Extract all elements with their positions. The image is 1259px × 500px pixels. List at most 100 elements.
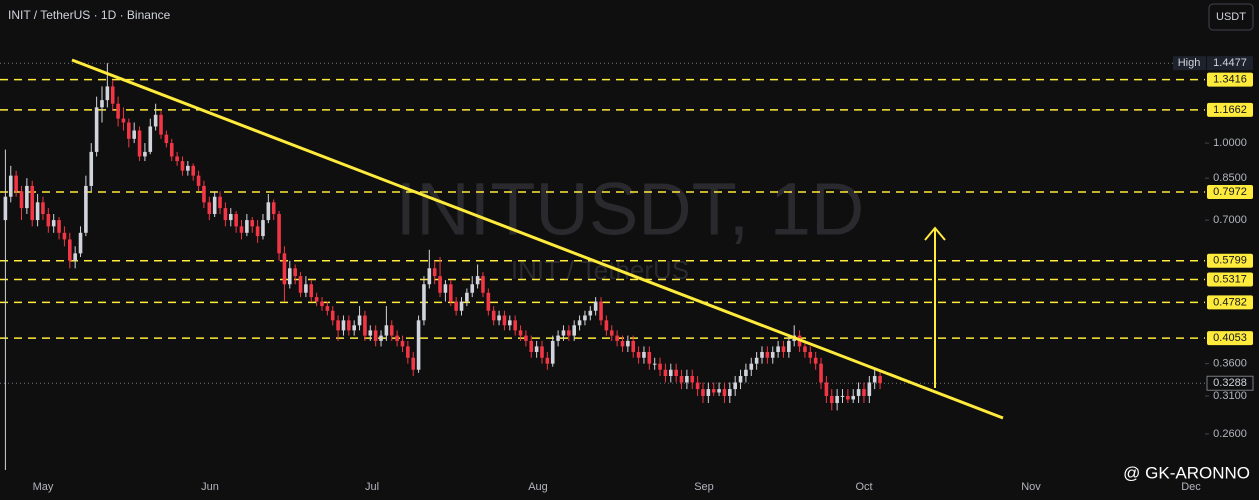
candle-body xyxy=(470,284,475,293)
candle-body xyxy=(110,86,115,104)
candle-body xyxy=(62,232,67,240)
candle-body xyxy=(261,220,265,237)
candle-body xyxy=(427,268,432,285)
candle-body xyxy=(813,357,818,364)
candle-body xyxy=(73,253,77,261)
candle-body xyxy=(309,284,314,298)
candle-body xyxy=(164,134,169,144)
candle-body xyxy=(620,340,625,347)
candle-body xyxy=(550,340,555,364)
candle-body xyxy=(862,389,866,396)
last-tag xyxy=(1206,375,1254,391)
currency-button[interactable] xyxy=(1208,3,1254,31)
candle-body xyxy=(615,335,619,341)
candle-body xyxy=(846,395,850,400)
candle-body xyxy=(14,175,18,192)
candle-body xyxy=(465,292,469,302)
candle-body xyxy=(685,376,689,383)
candle-body xyxy=(438,276,442,293)
candle-body xyxy=(733,382,737,390)
candle-body xyxy=(760,351,764,358)
candle-body xyxy=(459,301,464,311)
currency-label[interactable]: USDT xyxy=(1216,11,1246,23)
candle-body xyxy=(851,395,856,400)
trendline xyxy=(71,58,1004,420)
candle-body xyxy=(829,395,834,404)
candle-body xyxy=(744,369,748,377)
candle-body xyxy=(363,315,367,336)
candle-body xyxy=(277,214,281,254)
candle-body xyxy=(668,369,673,377)
candle-body xyxy=(191,165,196,176)
high-value: 1.4477 xyxy=(1213,57,1247,69)
candle-body xyxy=(529,340,534,352)
candle-body xyxy=(663,369,668,377)
candle-body xyxy=(491,310,496,321)
candle-body xyxy=(282,253,287,285)
candle-body xyxy=(513,320,517,331)
candle-body xyxy=(872,376,877,383)
level-label: 0.5317 xyxy=(1213,273,1247,285)
candle-body xyxy=(314,297,319,302)
candle-body xyxy=(577,320,582,326)
level-label: 1.1662 xyxy=(1213,104,1247,116)
candle-body xyxy=(454,301,458,311)
x-tick-label: Aug xyxy=(528,481,548,493)
candle-body xyxy=(695,382,700,390)
candle-body xyxy=(46,214,51,227)
candle-body xyxy=(867,382,872,396)
candle-body xyxy=(572,325,576,336)
x-tick-label: Jul xyxy=(365,481,379,493)
candle-body xyxy=(25,185,29,209)
candle-body xyxy=(347,320,351,331)
candle-body xyxy=(749,363,754,370)
y-tick-label: 0.3600 xyxy=(1213,358,1247,370)
candle-body xyxy=(395,335,399,341)
candle-body xyxy=(186,165,190,171)
y-tick-label: 0.8500 xyxy=(1213,172,1247,184)
candle-body xyxy=(105,86,110,101)
target-arrow xyxy=(924,226,946,388)
watermark: INITUSDT, 1D xyxy=(396,168,865,251)
candle-body xyxy=(819,363,823,383)
candle-body xyxy=(475,276,480,285)
candle-body xyxy=(647,351,652,364)
candle-body xyxy=(330,310,335,321)
high-tag-bg xyxy=(1173,56,1206,71)
candle-body xyxy=(706,389,711,396)
candle-body xyxy=(481,276,485,293)
candle-body xyxy=(835,395,839,404)
x-tick-label: Oct xyxy=(855,481,872,493)
candle-body xyxy=(840,395,845,397)
candle-body xyxy=(336,320,340,331)
watermark-sub: INIT / TetherUS xyxy=(511,255,689,285)
candle-body xyxy=(567,330,571,336)
candle-body xyxy=(524,335,528,341)
level-tag xyxy=(1207,331,1253,346)
candle-body xyxy=(207,202,212,215)
candle-body xyxy=(304,284,308,293)
candle-body xyxy=(159,114,163,135)
candle-body xyxy=(169,143,174,157)
candle-body xyxy=(448,284,453,302)
candle-body xyxy=(352,325,356,331)
candle-body xyxy=(357,315,362,326)
last-label: 0.3288 xyxy=(1213,377,1247,389)
candle-body xyxy=(57,220,61,233)
x-tick-label: May xyxy=(33,481,54,493)
candle-body xyxy=(588,310,593,316)
candle-body xyxy=(631,340,636,352)
candle-body xyxy=(67,239,72,261)
candle-body xyxy=(137,130,142,157)
candle-body xyxy=(781,346,786,352)
level-label: 0.5799 xyxy=(1213,255,1247,267)
candle-body xyxy=(341,320,346,331)
level-tag xyxy=(1207,102,1253,117)
level-tag xyxy=(1207,272,1253,287)
level-label: 1.3416 xyxy=(1213,74,1247,86)
candle-body xyxy=(389,325,394,336)
candle-body xyxy=(325,306,330,311)
credit: @ GK-ARONNO xyxy=(1123,463,1250,482)
candle-body xyxy=(674,369,678,377)
candle-body xyxy=(271,202,276,215)
